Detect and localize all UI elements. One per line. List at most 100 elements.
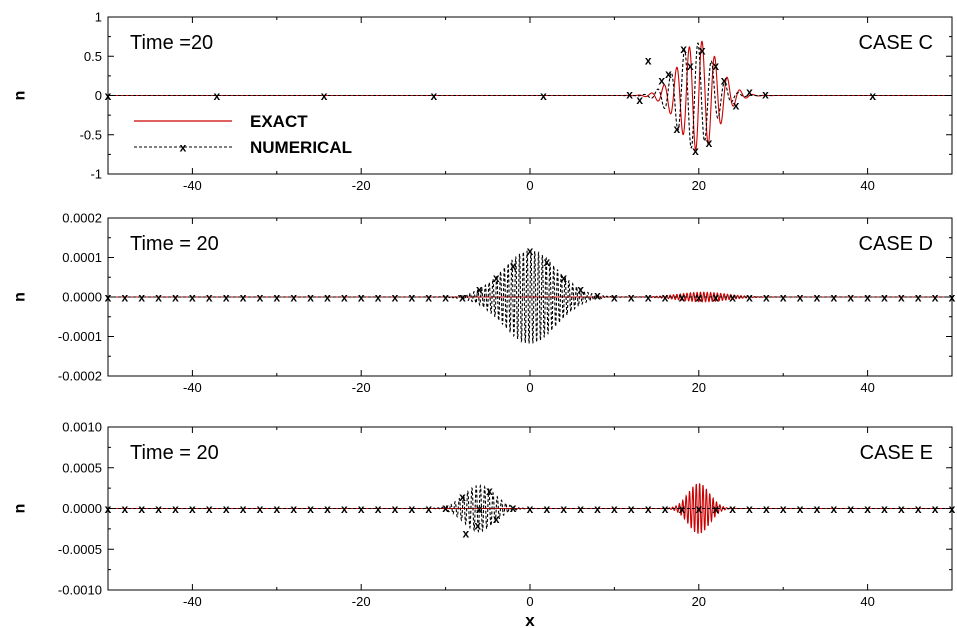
numerical-marker: x (706, 136, 713, 150)
numerical-marker: x (665, 67, 672, 81)
numerical-marker: x (307, 502, 314, 516)
numerical-series-line (108, 250, 952, 344)
y-tick-label: 0.0005 (62, 460, 102, 475)
numerical-marker: x (780, 502, 787, 516)
y-tick-label: 1 (95, 10, 102, 25)
numerical-marker: x (307, 291, 314, 305)
numerical-marker: x (510, 501, 517, 515)
numerical-marker: x (729, 502, 736, 516)
numerical-marker: x (658, 73, 665, 87)
numerical-marker: x (898, 291, 905, 305)
numerical-marker: x (763, 291, 770, 305)
numerical-marker: x (425, 291, 432, 305)
numerical-marker: x (729, 291, 736, 305)
numerical-marker: x (932, 502, 939, 516)
numerical-marker: x (223, 291, 230, 305)
x-tick-label: -20 (352, 380, 371, 395)
numerical-marker: x (626, 87, 633, 101)
numerical-marker: x (206, 291, 213, 305)
numerical-marker: x (611, 291, 618, 305)
numerical-series-line (108, 42, 952, 149)
numerical-marker: x (645, 502, 652, 516)
numerical-marker: x (341, 502, 348, 516)
y-tick-label: 0.0001 (62, 250, 102, 265)
numerical-marker: x (814, 291, 821, 305)
numerical-marker: x (628, 502, 635, 516)
numerical-marker: x (138, 502, 145, 516)
numerical-marker: x (122, 502, 129, 516)
numerical-marker: x (932, 291, 939, 305)
numerical-marker: x (510, 259, 517, 273)
numerical-marker: x (493, 512, 500, 526)
numerical-marker: x (257, 502, 264, 516)
numerical-marker: x (463, 526, 470, 540)
y-tick-label: 0.0000 (62, 290, 102, 305)
numerical-marker: x (324, 502, 331, 516)
plot-area (108, 250, 952, 344)
case-label: CASE D (859, 233, 933, 255)
numerical-marker: x (881, 291, 888, 305)
numerical-marker: x (594, 289, 601, 303)
numerical-marker: x (240, 291, 247, 305)
x-tick-label: 20 (692, 178, 706, 193)
numerical-marker: x (214, 89, 221, 103)
y-tick-label: 0.0010 (62, 420, 102, 435)
time-label: Time =20 (130, 32, 213, 54)
numerical-marker: x (527, 502, 534, 516)
numerical-marker: x (864, 502, 871, 516)
numerical-marker: x (341, 291, 348, 305)
numerical-marker: x (762, 87, 769, 101)
x-tick-label: -40 (183, 594, 202, 609)
numerical-marker: x (476, 283, 483, 297)
numerical-marker: x (797, 291, 804, 305)
plot-area (108, 40, 952, 151)
numerical-marker: x (273, 291, 280, 305)
time-label: Time = 20 (130, 233, 219, 255)
numerical-marker: x (830, 502, 837, 516)
numerical-marker: x (864, 291, 871, 305)
x-tick-label: 40 (860, 178, 874, 193)
numerical-marker: x (763, 502, 770, 516)
numerical-marker: x (746, 502, 753, 516)
numerical-marker: x (321, 89, 328, 103)
numerical-marker: x (695, 291, 702, 305)
numerical-marker: x (273, 502, 280, 516)
numerical-marker: x (206, 502, 213, 516)
y-tick-label: -0.0002 (58, 369, 102, 384)
numerical-marker: x (290, 502, 297, 516)
numerical-marker: x (797, 502, 804, 516)
y-tick-label: -0.5 (80, 127, 102, 142)
numerical-marker: x (594, 502, 601, 516)
numerical-marker: x (155, 291, 162, 305)
numerical-marker: x (577, 283, 584, 297)
legend-numerical-marker: x (180, 141, 187, 155)
numerical-marker: x (459, 490, 466, 504)
numerical-marker: x (814, 502, 821, 516)
numerical-marker: x (290, 291, 297, 305)
numerical-marker: x (733, 98, 740, 112)
x-tick-label: 0 (526, 178, 533, 193)
numerical-marker: x (898, 502, 905, 516)
numerical-marker: x (680, 42, 687, 56)
numerical-marker: x (540, 89, 547, 103)
numerical-marker: x (695, 502, 702, 516)
numerical-marker: x (324, 291, 331, 305)
x-tick-label: -40 (183, 380, 202, 395)
numerical-marker: x (830, 291, 837, 305)
numerical-marker: x (692, 144, 699, 158)
y-tick-label: 0.0000 (62, 501, 102, 516)
numerical-marker: x (240, 502, 247, 516)
numerical-marker: x (679, 291, 686, 305)
numerical-marker: x (155, 502, 162, 516)
x-tick-label: 0 (526, 594, 533, 609)
numerical-marker: x (560, 502, 567, 516)
y-tick-label: 0.5 (84, 49, 102, 64)
numerical-marker: x (392, 502, 399, 516)
numerical-marker: x (881, 502, 888, 516)
y-axis-label: u (12, 91, 29, 101)
numerical-marker: x (476, 502, 483, 516)
numerical-marker: x (138, 291, 145, 305)
